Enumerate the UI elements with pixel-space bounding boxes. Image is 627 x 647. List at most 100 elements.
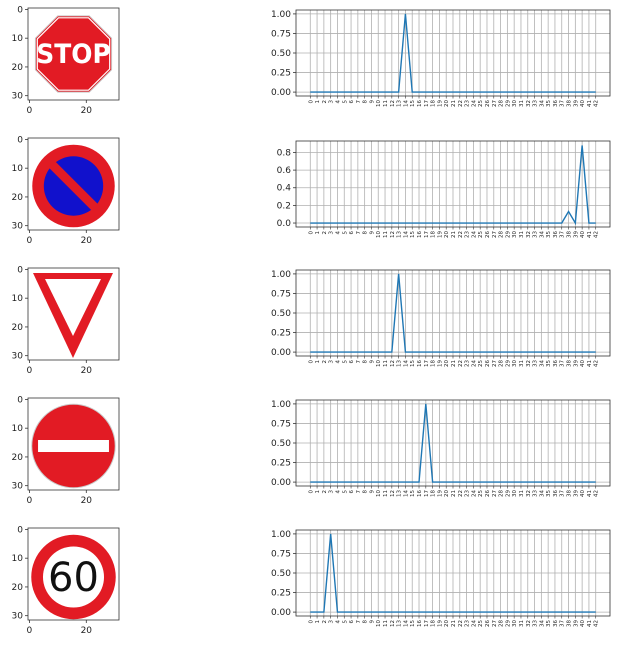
y-tick-label: 0.6 (277, 166, 292, 176)
x-tick-label: 10 (376, 360, 382, 367)
x-tick-label: 32 (526, 360, 532, 367)
x-tick-label: 38 (567, 490, 573, 497)
y-tick-label: 0.75 (271, 29, 291, 39)
series-line (310, 403, 596, 483)
x-tick-label: 12 (390, 620, 396, 627)
x-tick-label: 32 (526, 490, 532, 497)
x-tick-label: 13 (397, 100, 403, 107)
x-tick-label: 18 (431, 360, 437, 367)
x-tick-label: 35 (546, 360, 552, 367)
x-tick-label: 18 (431, 490, 437, 497)
x-tick-label: 19 (437, 360, 443, 367)
x-tick-label: 23 (465, 100, 471, 107)
y-tick-label: 1.00 (271, 400, 291, 410)
y-tick-label: 20 (12, 453, 24, 463)
x-tick-label: 24 (471, 231, 477, 238)
x-tick-label: 20 (81, 236, 93, 246)
x-tick-label: 2 (322, 231, 328, 235)
y-tick-label: 10 (12, 554, 24, 564)
y-tick-label: 0.50 (271, 439, 291, 449)
x-tick-label: 18 (431, 231, 437, 238)
x-tick-label: 39 (573, 620, 579, 627)
yield-inner (45, 279, 101, 336)
probability-line-chart: 0.000.250.500.751.000 1 2 3 4 5 6 7 8 9 10 11 12 13 14… (271, 269, 611, 367)
x-tick-label: 0 (308, 231, 314, 235)
x-tick-label: 37 (560, 360, 566, 367)
y-tick-label: 30 (12, 92, 24, 102)
x-tick-label: 35 (546, 231, 552, 238)
x-tick-label: 12 (390, 360, 396, 367)
x-tick-label: 11 (383, 100, 389, 107)
speed-field (42, 546, 105, 608)
x-tick-label: 33 (533, 100, 539, 107)
x-tick-label: 28 (499, 490, 505, 497)
x-tick-label: 5 (342, 231, 348, 235)
x-tick-label: 24 (471, 620, 477, 627)
x-tick-label: 36 (553, 620, 559, 627)
x-tick-label: 39 (573, 100, 579, 107)
x-tick-label: 19 (437, 620, 443, 627)
x-tick-label: 1 (315, 490, 321, 494)
x-tick-label: 4 (335, 490, 341, 494)
x-tick-label: 26 (485, 620, 491, 627)
x-tick-label: 18 (431, 620, 437, 627)
x-tick-label: 30 (512, 360, 518, 367)
y-tick-label: 0.25 (271, 329, 291, 339)
x-tick-label: 14 (403, 490, 409, 497)
x-tick-label: 15 (410, 490, 416, 497)
x-tick-label: 32 (526, 620, 532, 627)
x-tick-label: 16 (417, 360, 423, 367)
x-tick-label: 4 (335, 231, 341, 235)
x-tick-label: 0 (308, 490, 314, 494)
no-entry-bar (38, 440, 109, 452)
x-tick-label: 38 (567, 620, 573, 627)
series-line (310, 145, 596, 226)
x-tick-label: 42 (594, 231, 600, 238)
axes-frame (27, 527, 120, 621)
y-tick-label: 0.25 (271, 589, 291, 599)
x-tick-label: 16 (417, 490, 423, 497)
x-tick-label: 29 (505, 231, 511, 238)
y-tick-label: 1.00 (271, 530, 291, 540)
x-tick-label: 12 (390, 490, 396, 497)
y-tick-label: 20 (12, 63, 24, 73)
x-tick-label: 10 (376, 231, 382, 238)
y-tick-label: 0.2 (277, 201, 291, 211)
x-tick-label: 8 (363, 360, 369, 364)
x-tick-label: 8 (363, 620, 369, 624)
x-tick-label: 30 (512, 100, 518, 107)
x-tick-label: 40 (580, 620, 586, 627)
no-parking-bar (48, 161, 99, 211)
x-tick-label: 19 (437, 490, 443, 497)
x-tick-label: 30 (512, 490, 518, 497)
x-tick-label: 3 (329, 620, 335, 624)
x-tick-label: 0 (27, 366, 33, 376)
x-tick-label: 7 (356, 490, 362, 494)
axes-frame (27, 397, 120, 491)
axes-frame (27, 7, 120, 101)
x-tick-label: 23 (465, 490, 471, 497)
y-tick-label: 0.00 (271, 608, 291, 618)
x-tick-label: 26 (485, 360, 491, 367)
x-tick-label: 8 (363, 490, 369, 494)
x-tick-label: 31 (519, 231, 525, 238)
x-tick-label: 28 (499, 620, 505, 627)
x-tick-label: 21 (451, 620, 457, 627)
x-tick-label: 13 (397, 620, 403, 627)
x-tick-label: 25 (478, 100, 484, 107)
x-tick-label: 5 (342, 620, 348, 624)
x-tick-label: 24 (471, 100, 477, 107)
y-tick-label: 0.50 (271, 569, 291, 579)
y-tick-label: 0.00 (271, 478, 291, 488)
x-tick-label: 19 (437, 231, 443, 238)
x-tick-label: 26 (485, 100, 491, 107)
probability-line-chart: 0.000.250.500.751.000 1 2 3 4 5 6 7 8 9 10 11 12 13 14… (271, 399, 611, 497)
x-tick-label: 14 (403, 360, 409, 367)
x-tick-label: 15 (410, 100, 416, 107)
x-tick-label: 21 (451, 490, 457, 497)
x-tick-label: 22 (458, 360, 464, 367)
y-tick-label: 0.50 (271, 309, 291, 319)
